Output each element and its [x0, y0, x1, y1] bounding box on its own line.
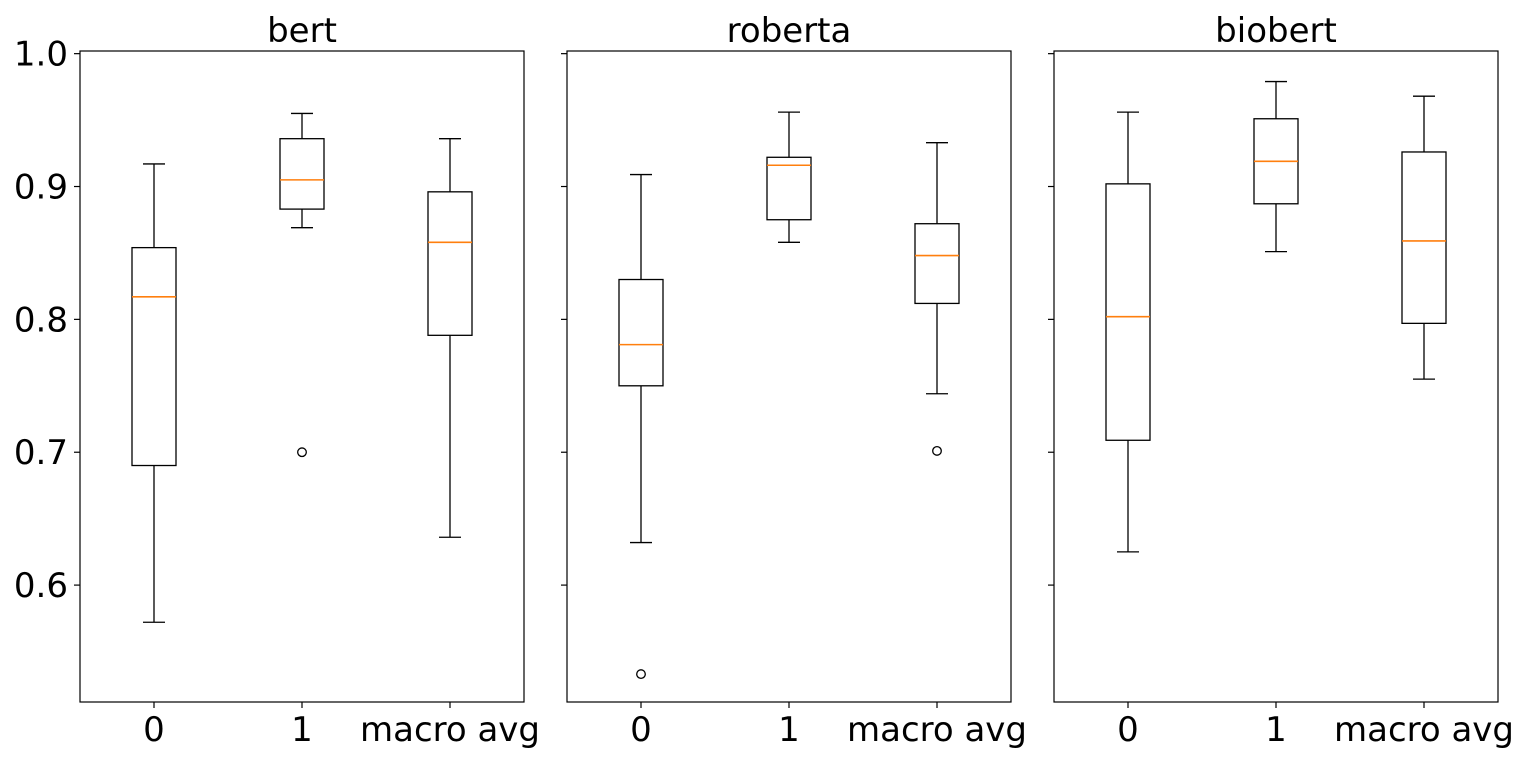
x-tick-label: 0: [1117, 710, 1139, 750]
panel-biobert: biobert 0 1 macro avg: [1048, 11, 1514, 750]
x-tick-label: macro avg: [847, 710, 1027, 750]
panel-roberta: roberta 0 1 macro avg: [561, 11, 1027, 750]
y-tick-label: 0.6: [14, 566, 68, 606]
box-0: [131, 163, 177, 623]
panel-title: biobert: [1215, 11, 1337, 51]
y-tick-label: 0.7: [14, 433, 68, 473]
outlier-point: [636, 669, 646, 680]
panel-title: bert: [267, 11, 337, 51]
box-macro-avg: [427, 138, 473, 538]
y-tick-label: 0.9: [14, 168, 68, 208]
panel-title: roberta: [727, 11, 852, 51]
panels-layer: bert 0.6 0.7 0.8 0.9 1.0 0 1 macro avg roberta 0 1 m…: [14, 11, 1514, 750]
x-tick-label: 1: [1265, 710, 1287, 750]
axes-frame: [1053, 50, 1499, 703]
x-tick-label: macro avg: [360, 710, 540, 750]
y-tick-label: 1.0: [14, 35, 68, 75]
iqr-box: [1105, 183, 1151, 441]
outlier-point: [932, 445, 942, 456]
box-1: [766, 111, 812, 243]
iqr-box: [131, 246, 177, 467]
x-tick-label: 1: [291, 710, 313, 750]
y-tick-label: 0.8: [14, 300, 68, 340]
box-0: [618, 173, 664, 680]
axes-frame: [79, 50, 525, 703]
outlier-point: [297, 447, 307, 458]
box-1: [279, 112, 325, 458]
x-tick-label: macro avg: [1334, 710, 1514, 750]
iqr-box: [618, 278, 664, 387]
box-1: [1253, 80, 1299, 253]
panel-bert: bert 0.6 0.7 0.8 0.9 1.0 0 1 macro avg: [14, 11, 540, 750]
box-macro-avg: [914, 142, 960, 456]
iqr-box: [766, 156, 812, 221]
box-0: [1105, 111, 1151, 553]
x-tick-label: 0: [630, 710, 652, 750]
iqr-box: [914, 223, 960, 305]
iqr-box: [427, 191, 473, 336]
iqr-box: [1401, 151, 1447, 325]
box-macro-avg: [1401, 95, 1447, 380]
x-tick-label: 1: [778, 710, 800, 750]
iqr-box: [279, 138, 325, 210]
x-tick-label: 0: [143, 710, 165, 750]
